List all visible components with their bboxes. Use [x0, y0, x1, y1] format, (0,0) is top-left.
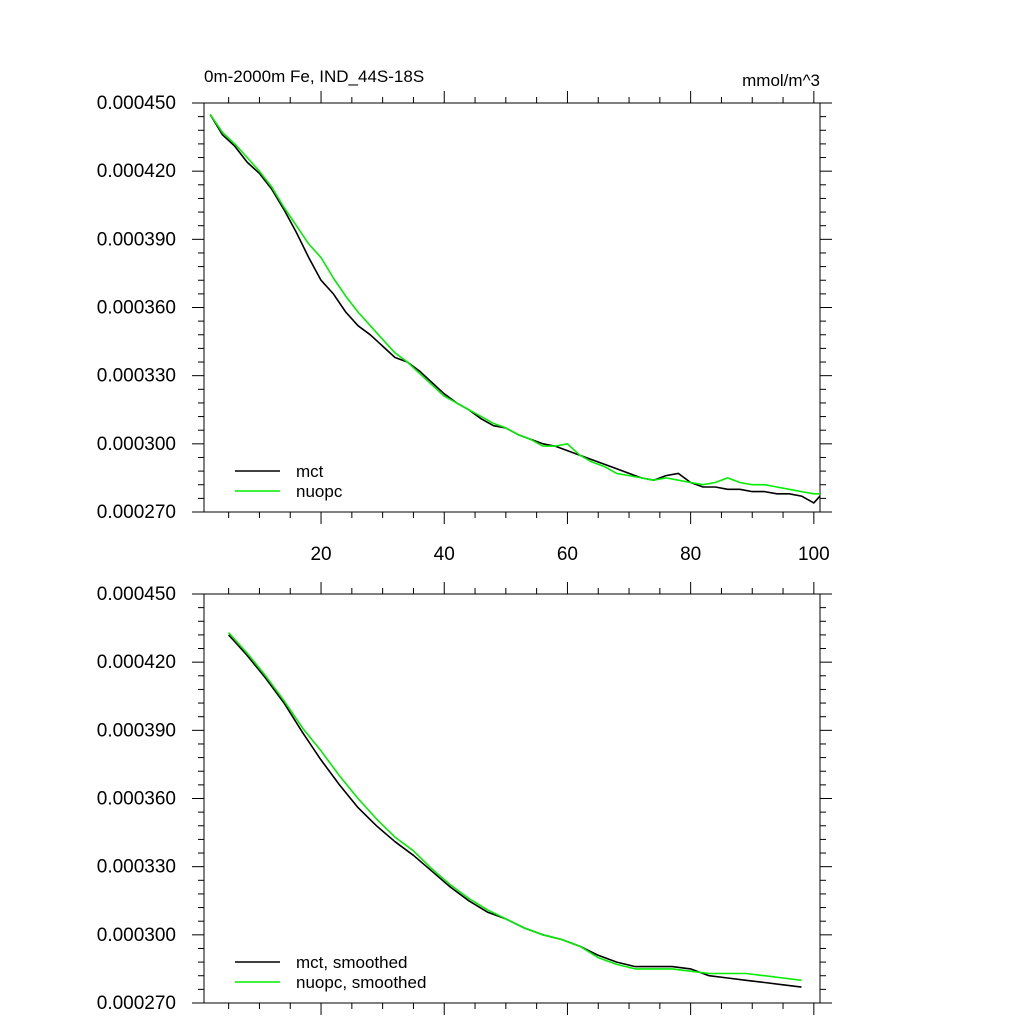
top-panel: 0m-2000m Fe, IND_44S-18S mmol/m^3 0.0002… — [97, 67, 832, 565]
y-tick-label: 0.000360 — [97, 789, 176, 810]
y-tick-label: 0.000360 — [97, 298, 176, 319]
bottom-legend: mct, smoothed nuopc, smoothed — [235, 953, 426, 992]
series-line-mct — [209, 113, 821, 504]
legend-label-mct: mct — [296, 462, 324, 481]
x-tick-label: 100 — [798, 544, 830, 565]
legend-label-nuopc-smoothed: nuopc, smoothed — [296, 973, 426, 992]
y-tick-label: 0.000420 — [97, 161, 176, 182]
bottom-panel: 0.000270 0.000300 0.000330 0.000360 0.000390… — [97, 582, 832, 1015]
top-legend: mct nuopc — [235, 462, 343, 501]
legend-label-nuopc: nuopc — [296, 482, 343, 501]
y-tick-label: 0.000300 — [97, 925, 176, 946]
y-tick-label: 0.000330 — [97, 366, 176, 387]
y-tick-label: 0.000330 — [97, 857, 176, 878]
legend-label-mct-smoothed: mct, smoothed — [296, 953, 408, 972]
series-line-nuopc-smoothed — [228, 632, 802, 982]
bottom-axes: 0.000270 0.000300 0.000330 0.000360 0.000390… — [97, 582, 832, 1015]
units-label: mmol/m^3 — [742, 71, 820, 90]
x-tick-label: 60 — [557, 544, 578, 565]
x-tick-label: 80 — [680, 544, 701, 565]
series-line-mct-smoothed — [228, 634, 802, 988]
bottom-plot-lines — [228, 632, 802, 988]
plot-frame — [203, 102, 821, 513]
chart-title: 0m-2000m Fe, IND_44S-18S — [204, 67, 424, 86]
x-tick-label: 20 — [310, 544, 331, 565]
y-tick-label: 0.000270 — [97, 502, 176, 523]
y-tick-label: 0.000450 — [97, 93, 176, 114]
top-axes: 0.000270 0.000300 0.000330 0.000360 0.000390… — [97, 91, 832, 565]
top-plot-lines — [209, 113, 821, 504]
plot-frame — [203, 593, 821, 1004]
y-tick-label: 0.000270 — [97, 993, 176, 1014]
series-line-nuopc — [209, 113, 820, 495]
y-tick-label: 0.000420 — [97, 652, 176, 673]
y-tick-label: 0.000390 — [97, 720, 176, 741]
y-tick-label: 0.000390 — [97, 229, 176, 250]
y-tick-label: 0.000450 — [97, 584, 176, 605]
y-tick-label: 0.000300 — [97, 434, 176, 455]
x-tick-label: 40 — [434, 544, 455, 565]
